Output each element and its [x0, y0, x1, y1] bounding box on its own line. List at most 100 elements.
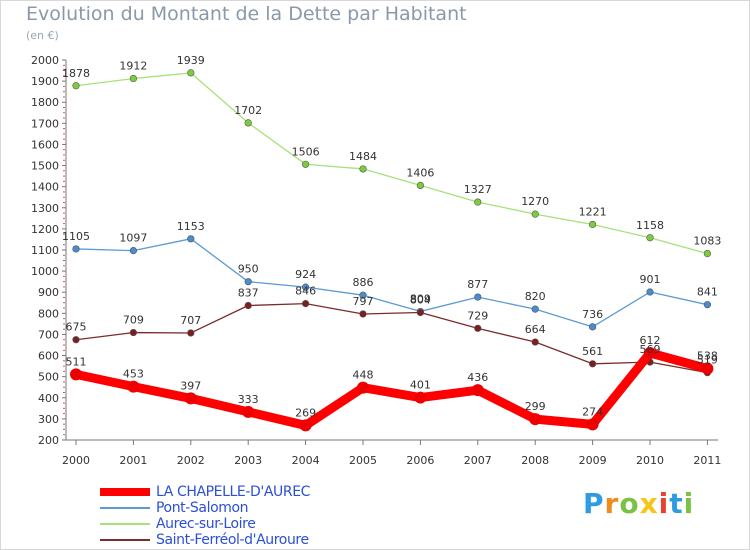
x-tick-label: 2003	[234, 454, 262, 467]
y-tick-label: 2000	[31, 54, 59, 67]
data-label: 950	[238, 263, 259, 276]
data-label: 924	[295, 268, 316, 281]
logo-letter: t	[669, 487, 684, 520]
data-point	[588, 323, 597, 331]
y-tick-label: 1300	[31, 202, 59, 215]
data-point	[359, 291, 367, 299]
data-label: 675	[66, 321, 87, 334]
data-label: 846	[295, 285, 316, 298]
data-label: 901	[640, 273, 661, 286]
data-point	[299, 419, 312, 432]
data-point	[703, 249, 712, 258]
y-tick-label: 300	[38, 413, 59, 426]
series-line	[71, 348, 712, 430]
x-tick-label: 2011	[693, 454, 721, 467]
data-point	[357, 381, 369, 394]
data-label: 664	[525, 323, 546, 336]
data-point	[242, 405, 255, 418]
x-tick-label: 2007	[464, 454, 492, 467]
data-point	[588, 220, 597, 229]
y-tick-label: 1600	[31, 138, 59, 151]
data-label: 448	[353, 369, 374, 382]
data-label: 436	[467, 371, 488, 384]
data-label: 569	[640, 343, 661, 356]
legend-swatch-pont-salomon	[100, 507, 150, 509]
legend-swatch-aurec	[100, 523, 150, 525]
chart-title: Evolution du Montant de la Dette par Hab…	[26, 3, 467, 25]
x-tick-label: 2009	[579, 454, 607, 467]
data-point	[244, 278, 252, 286]
data-point	[588, 360, 597, 368]
data-point	[184, 392, 197, 405]
legend-swatch-chapelle	[100, 488, 150, 496]
logo-letter: r	[604, 487, 620, 520]
legend-label: LA CHAPELLE-D'AUREC	[156, 484, 311, 500]
data-point	[703, 301, 712, 309]
x-tick-label: 2004	[292, 454, 320, 467]
data-point	[646, 234, 654, 242]
y-tick-label: 500	[38, 371, 59, 384]
data-point	[416, 308, 425, 317]
y-tick-label: 1800	[31, 96, 59, 109]
x-tick-label: 2002	[177, 454, 205, 467]
data-label: 886	[353, 276, 374, 289]
series-line	[75, 238, 709, 328]
data-label: 1939	[177, 54, 205, 67]
x-tick-label: 2008	[521, 454, 549, 467]
data-point	[187, 329, 195, 337]
data-label: 561	[582, 345, 603, 358]
data-point	[187, 69, 195, 77]
data-label: 1270	[521, 195, 549, 208]
legend-swatch-saint-ferreol	[100, 539, 150, 541]
data-label: 269	[295, 406, 316, 419]
data-label: 1406	[406, 166, 434, 179]
data-label: 736	[582, 308, 603, 321]
logo-letter: P	[583, 487, 605, 520]
data-point	[529, 413, 542, 426]
data-label: 1912	[119, 60, 147, 73]
logo-letter: i	[658, 487, 670, 520]
data-label: 797	[353, 295, 374, 308]
data-point	[644, 347, 656, 360]
data-label: 709	[123, 314, 144, 327]
y-tick-label: 800	[38, 307, 59, 320]
y-tick-label: 1700	[31, 117, 59, 130]
data-point	[474, 198, 482, 206]
data-label: 1153	[177, 220, 205, 233]
y-tick-label: 1900	[31, 75, 59, 88]
data-point	[244, 301, 252, 310]
x-tick-label: 2001	[119, 454, 147, 467]
data-label: 837	[238, 287, 259, 300]
data-point	[302, 300, 310, 308]
data-point	[531, 210, 539, 218]
data-point	[129, 328, 137, 337]
legend-label: Saint-Ferréol-d'Auroure	[156, 532, 309, 548]
logo-letter: o	[619, 487, 640, 520]
data-point	[187, 235, 195, 243]
data-point	[72, 82, 80, 90]
legend-label: Pont-Salomon	[156, 500, 249, 516]
data-label: 538	[697, 350, 718, 363]
data-point	[244, 119, 252, 127]
logo-letter: i	[683, 487, 695, 520]
data-label: 1083	[693, 235, 721, 248]
data-label: 612	[640, 334, 661, 347]
data-label: 841	[697, 286, 718, 299]
data-label: 1221	[579, 205, 607, 218]
data-label: 299	[525, 400, 546, 413]
data-label: 877	[467, 278, 488, 291]
data-point	[359, 165, 367, 173]
data-point	[646, 288, 654, 296]
data-point	[72, 336, 80, 344]
data-point	[127, 380, 140, 393]
data-label: 809	[410, 292, 431, 305]
data-label: 511	[66, 355, 87, 368]
data-label: 820	[525, 290, 546, 303]
data-label: 397	[180, 379, 201, 392]
data-point	[72, 245, 80, 253]
data-point	[302, 283, 310, 291]
y-tick-label: 200	[38, 434, 59, 447]
y-tick-label: 1500	[31, 160, 59, 173]
